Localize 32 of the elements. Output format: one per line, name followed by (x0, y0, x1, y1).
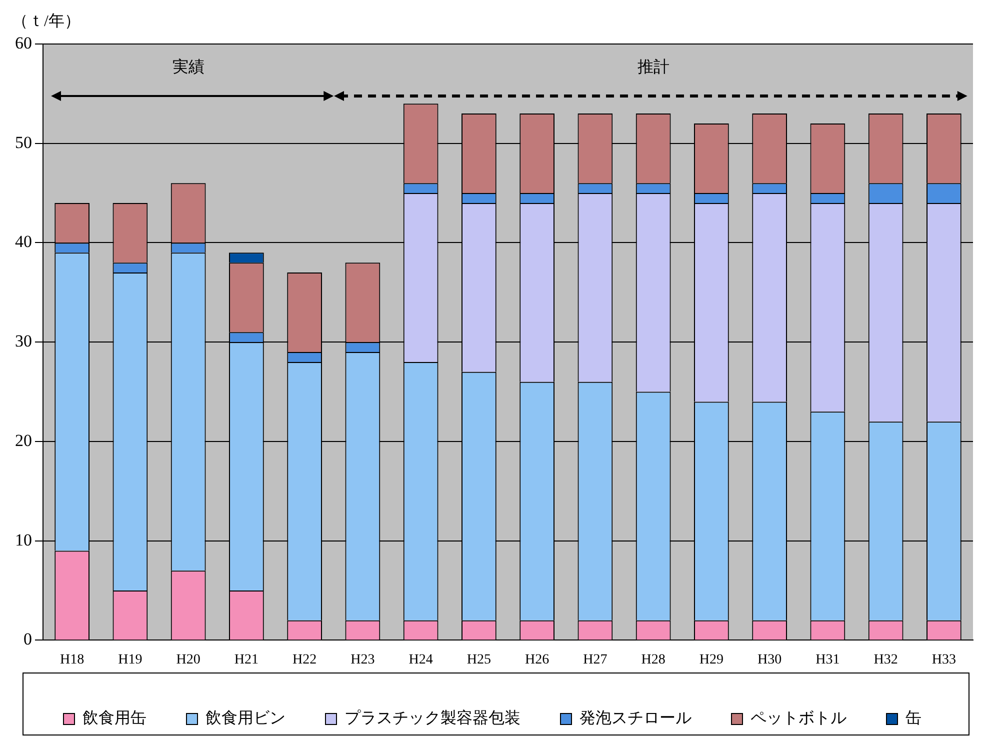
legend-label: 飲食用ビン (206, 709, 286, 728)
x-tick-label: H20 (176, 652, 200, 668)
x-tick-label: H24 (408, 652, 433, 668)
legend-label: 発泡スチロール (580, 710, 692, 728)
y-tick-label: 60 (15, 33, 32, 52)
y-tick-label: 20 (15, 430, 32, 450)
x-tick-label: H28 (641, 652, 666, 668)
y-tick-label: 30 (15, 332, 32, 351)
x-tick-label: H22 (292, 652, 317, 668)
x-tick-label: H29 (699, 652, 724, 668)
x-tick-label: H23 (350, 652, 375, 668)
x-tick-label: H18 (60, 652, 84, 668)
y-axis-title: （ｔ/年） (12, 13, 80, 30)
legend-label: ペットボトル (750, 710, 846, 728)
y-tick-label: 50 (15, 132, 32, 152)
y-tick-label: 40 (15, 232, 32, 252)
x-tick-label: H26 (525, 652, 550, 668)
x-tick-label: H19 (118, 652, 142, 668)
x-tick-label: H25 (466, 652, 491, 668)
x-tick-label: H31 (816, 652, 840, 668)
x-tick-label: H27 (583, 652, 608, 668)
y-tick-label: 10 (15, 530, 32, 550)
legend-label: 飲食用缶 (82, 709, 146, 728)
legend-label: 缶 (906, 710, 922, 728)
x-tick-label: H21 (234, 652, 258, 668)
y-tick-label: 0 (24, 630, 32, 649)
x-tick-label: H33 (932, 652, 956, 668)
x-tick-label: H30 (758, 652, 782, 668)
x-tick-label: H32 (874, 652, 898, 668)
annotation: 実績 (172, 58, 204, 76)
annotation: 推計 (637, 58, 670, 76)
legend-label: プラスチック製容器包装 (344, 709, 520, 728)
